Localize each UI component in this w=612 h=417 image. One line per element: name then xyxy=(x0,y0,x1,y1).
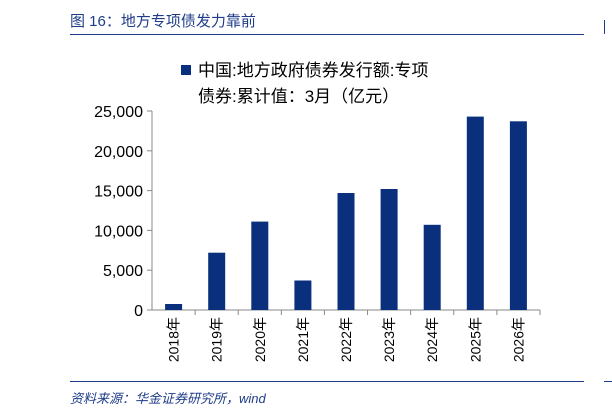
y-tick-label: 5,000 xyxy=(103,263,143,280)
x-category-label: 2019年 xyxy=(209,317,225,362)
x-category-label: 2026年 xyxy=(510,317,526,362)
bar xyxy=(294,280,312,310)
y-tick-label: 15,000 xyxy=(94,184,143,201)
figure-title: 图 16：地方专项债发力靠前 xyxy=(70,13,256,30)
x-category-label: 2020年 xyxy=(252,317,268,362)
legend-text-line-2: 债券:累计值：3月（亿元） xyxy=(198,87,399,106)
x-category-label: 2018年 xyxy=(166,317,182,362)
y-tick-label: 0 xyxy=(134,303,143,320)
x-category-label: 2021年 xyxy=(295,317,311,362)
bar xyxy=(208,252,226,310)
legend-swatch xyxy=(181,65,191,75)
x-axis-categories: 2018年 2019年 2020年 2021年 2022年 2023年 2024年 2025年… xyxy=(166,310,541,362)
y-tick-label: 10,000 xyxy=(94,223,143,240)
top-rule xyxy=(70,34,584,35)
bar xyxy=(251,221,269,310)
bar xyxy=(423,224,441,310)
edge-mark-top xyxy=(604,20,612,34)
bar xyxy=(165,304,183,310)
bar xyxy=(509,121,527,310)
y-tick-label: 25,000 xyxy=(94,104,143,121)
x-category-label: 2024年 xyxy=(424,317,440,362)
x-category-label: 2023年 xyxy=(381,317,397,362)
bottom-rule xyxy=(70,381,584,382)
bar xyxy=(466,116,484,310)
legend: 中国:地方政府债券发行额:专项 债券:累计值：3月（亿元） xyxy=(181,61,428,106)
source-note: 资料来源：华金证券研究所，wind xyxy=(70,391,266,406)
edge-mark-bottom xyxy=(604,381,612,382)
y-axis-ticks: 0 5,000 10,000 15,000 20,000 25,000 xyxy=(94,104,152,320)
x-category-label: 2022年 xyxy=(338,317,354,362)
legend-text-line-1: 中国:地方政府债券发行额:专项 xyxy=(198,61,428,80)
y-tick-label: 20,000 xyxy=(94,144,143,161)
bar xyxy=(337,193,355,310)
x-category-label: 2025年 xyxy=(467,317,483,362)
bars xyxy=(165,116,527,310)
bar xyxy=(380,189,398,310)
